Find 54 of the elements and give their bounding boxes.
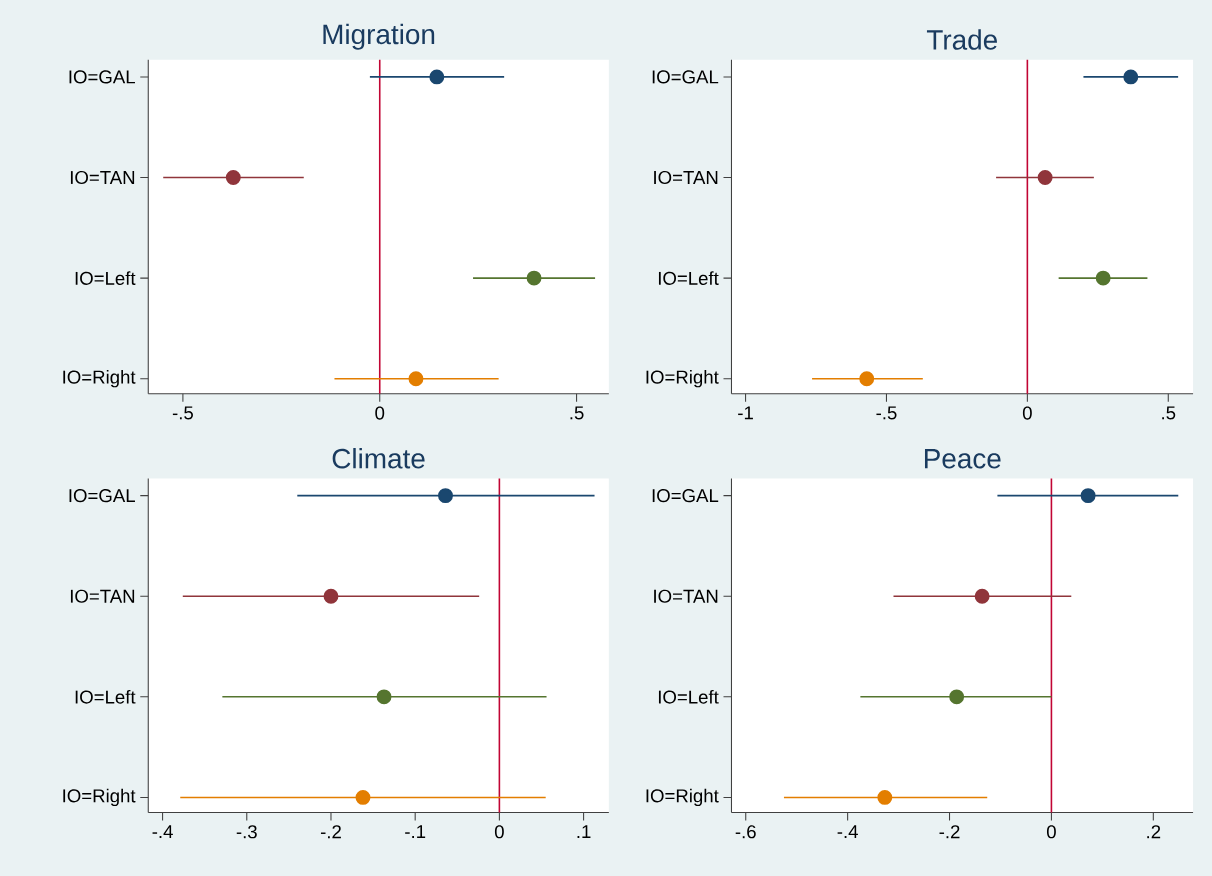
x-tick-label: 0 [494, 825, 504, 839]
y-tick-label: IO=Right [63, 788, 136, 806]
point [323, 588, 339, 604]
x-tick-label: -1 [738, 406, 753, 420]
chart-title: Trade [926, 29, 997, 50]
x-tick-label: -.4 [837, 825, 858, 838]
x-tick-label: 0 [1022, 406, 1032, 420]
x-tick-label: -.5 [876, 406, 897, 420]
x-tick-label: .1 [577, 825, 591, 838]
point [438, 488, 453, 503]
x-tick-label: -.1 [405, 825, 426, 838]
chart-title: Migration [323, 23, 435, 50]
y-tick-label: IO=Left [75, 689, 136, 704]
point [1123, 69, 1139, 85]
point [526, 270, 542, 286]
y-tick-label: IO=TAN [70, 170, 135, 184]
y-tick-label: IO=Right [63, 369, 136, 388]
y-tick-label: IO=Left [75, 271, 136, 285]
point [408, 371, 424, 386]
point [225, 169, 241, 185]
point [1037, 169, 1053, 185]
y-tick-label: IO=TAN [70, 589, 135, 603]
y-tick-label: IO=GAL [652, 488, 719, 503]
point [429, 69, 445, 85]
x-tick-label: -.4 [152, 825, 173, 838]
point [877, 789, 893, 805]
point [974, 588, 990, 604]
x-tick-label: -.2 [320, 825, 341, 839]
y-tick-label: IO=Left [658, 689, 719, 704]
x-tick-label: -.5 [172, 406, 193, 420]
x-tick-label: -.6 [735, 825, 756, 839]
x-tick-label: .5 [1162, 406, 1176, 420]
chart-title: Peace [924, 448, 1001, 469]
point [859, 371, 875, 386]
point [949, 689, 965, 705]
chart-title: Climate [332, 447, 425, 469]
x-tick-label: .2 [1147, 825, 1161, 839]
point [1080, 488, 1096, 503]
x-tick-label: -.3 [236, 825, 257, 839]
y-tick-label: IO=GAL [652, 70, 719, 84]
y-tick-label: IO=TAN [654, 170, 718, 184]
y-tick-label: IO=Left [658, 271, 719, 285]
point [376, 689, 392, 705]
y-tick-label: IO=GAL [69, 488, 135, 503]
x-tick-label: -.2 [939, 825, 960, 839]
point [355, 789, 371, 805]
y-tick-label: IO=TAN [654, 589, 718, 603]
y-tick-label: IO=Right [646, 369, 719, 388]
x-tick-label: 0 [1046, 825, 1056, 839]
x-tick-label: 0 [375, 406, 385, 420]
y-tick-label: IO=Right [646, 788, 719, 806]
x-tick-label: .5 [570, 406, 584, 420]
y-tick-label: IO=GAL [69, 70, 135, 84]
point [1095, 270, 1111, 286]
